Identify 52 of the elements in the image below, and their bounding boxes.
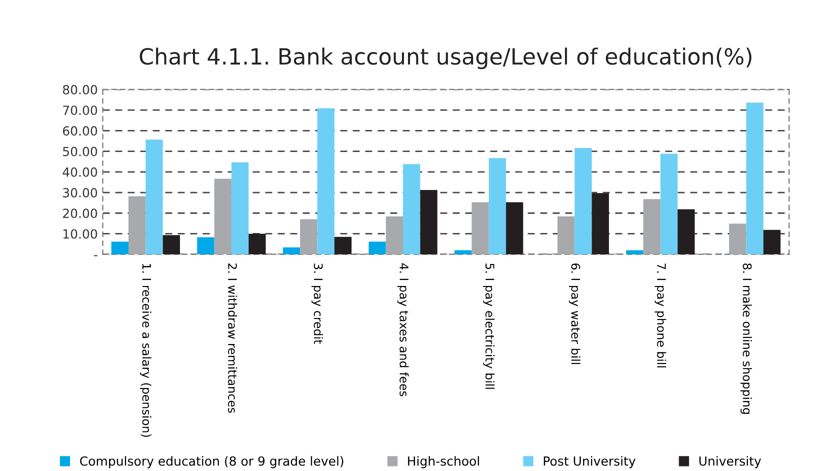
x-tick-label: 1. I receive a salary (pension) [140, 264, 152, 437]
legend-label: Post University [544, 456, 636, 468]
bar [403, 164, 420, 254]
bar [368, 242, 386, 254]
legend-label: University [699, 456, 762, 468]
bar [454, 250, 472, 254]
bar [300, 219, 318, 254]
bar [146, 140, 163, 254]
bar [472, 202, 489, 254]
bar [763, 230, 781, 254]
bar [231, 162, 249, 254]
bar [729, 224, 746, 254]
bar [643, 199, 660, 254]
y-tick-label: 50.00 [63, 146, 98, 156]
x-tick-label: 2. I withdraw remittances [228, 264, 238, 413]
bar [626, 250, 644, 254]
bar [386, 216, 404, 254]
bar [746, 102, 764, 254]
y-tick-label: 30.00 [63, 188, 98, 198]
x-tick-label: 7. I pay phone bill [654, 264, 666, 368]
bar [488, 158, 506, 254]
x-tick-label: 5. I pay electricity bill [483, 264, 495, 389]
bar [506, 202, 524, 254]
bar [162, 235, 180, 254]
y-tick-label: 40.00 [62, 167, 98, 177]
x-tick-label: 6. I pay water bill [568, 264, 580, 364]
bar [660, 154, 678, 254]
bar [282, 247, 300, 254]
bar [111, 242, 128, 254]
bar [128, 196, 146, 254]
bar [678, 209, 695, 254]
chart-title: Chart 4.1.1. Bank account usage/Level of education(%) [140, 48, 752, 70]
x-tick-label: 4. I pay taxes and fees [397, 263, 409, 396]
y-tick-label: 70.00 [63, 106, 98, 116]
bar [334, 236, 352, 254]
bar [574, 148, 592, 254]
bar [197, 237, 214, 254]
bar [248, 234, 266, 254]
y-tick-label: 80.00 [62, 84, 98, 94]
x-tick-label: 3. I pay credit [312, 264, 323, 344]
x-tick-label: 8. I make online shopping [740, 263, 752, 414]
y-tick-label: 60.00 [62, 126, 98, 136]
bar [317, 108, 334, 254]
legend-label: High-school [408, 456, 479, 468]
bar [214, 178, 232, 254]
y-tick-label: 10.00 [63, 229, 98, 239]
bar [557, 216, 575, 254]
bar [592, 193, 609, 254]
y-tick-label: 20.00 [63, 208, 98, 218]
y-tick-label: - [94, 255, 98, 256]
bar [420, 190, 438, 254]
legend-label: Compulsory education (8 or 9 grade level) [80, 456, 344, 468]
